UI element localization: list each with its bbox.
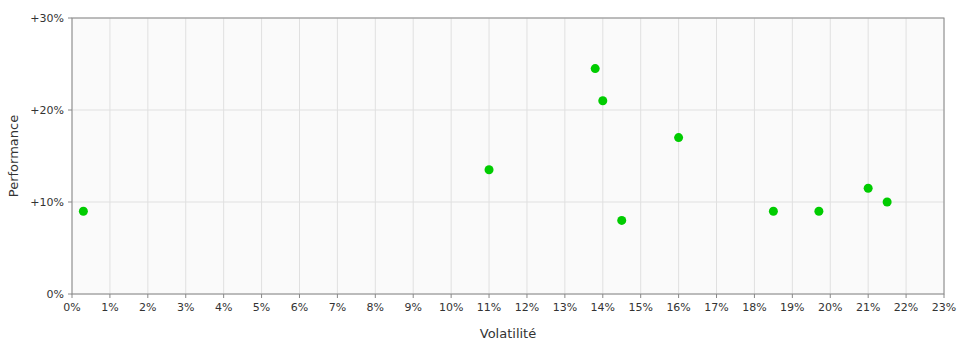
tick-mark-x (299, 294, 300, 298)
tick-label-x: 14% (591, 301, 615, 314)
tick-label-x: 23% (932, 301, 956, 314)
tick-mark-y (68, 202, 72, 203)
tick-mark-x (830, 294, 831, 298)
grid-line-x (185, 18, 186, 294)
tick-label-x: 8% (367, 301, 384, 314)
tick-label-x: 12% (515, 301, 539, 314)
scatter-point (591, 64, 600, 73)
tick-mark-x (564, 294, 565, 298)
grid-line-y (72, 110, 944, 111)
tick-label-y: +10% (30, 196, 64, 209)
grid-line-x (413, 18, 414, 294)
tick-mark-y (68, 110, 72, 111)
plot-background (72, 18, 944, 294)
tick-mark-x (337, 294, 338, 298)
tick-label-x: 13% (553, 301, 577, 314)
tick-label-x: 20% (818, 301, 842, 314)
tick-mark-x (678, 294, 679, 298)
plot-frame (72, 18, 944, 294)
grid-line-x (754, 18, 755, 294)
grid-line-x (792, 18, 793, 294)
grid-line-x (337, 18, 338, 294)
grid-line-x (109, 18, 110, 294)
axes: 0% 1% 2% 3% 4% 5% 6% 7% 8% 9% 10% 11% 12% 13% 14% 15% 16… (30, 12, 956, 314)
grid-line-x (223, 18, 224, 294)
scatter-point (814, 207, 823, 216)
tick-label-x: 7% (329, 301, 346, 314)
tick-label-y: +30% (30, 12, 64, 25)
tick-label-x: 3% (177, 301, 194, 314)
tick-label-x: 2% (139, 301, 156, 314)
tick-label-x: 1% (101, 301, 118, 314)
tick-mark-x (375, 294, 376, 298)
grid-line-x (678, 18, 679, 294)
tick-mark-x (944, 294, 945, 298)
tick-mark-x (413, 294, 414, 298)
tick-label-x: 19% (780, 301, 804, 314)
chart: 0% 1% 2% 3% 4% 5% 6% 7% 8% 9% 10% 11% 12% 13% 14% 15% 16… (0, 0, 966, 350)
tick-label-x: 16% (666, 301, 690, 314)
tick-mark-x (906, 294, 907, 298)
scatter-point (79, 207, 88, 216)
tick-label-y: +20% (30, 104, 64, 117)
tick-label-x: 18% (742, 301, 766, 314)
tick-label-x: 10% (439, 301, 463, 314)
tick-mark-y (68, 294, 72, 295)
tick-mark-x (261, 294, 262, 298)
tick-mark-x (109, 294, 110, 298)
tick-label-y: 0% (47, 288, 64, 301)
scatter-point (617, 216, 626, 225)
grid-line-x (261, 18, 262, 294)
grid-line-x (375, 18, 376, 294)
grid-line-x (299, 18, 300, 294)
tick-mark-x (792, 294, 793, 298)
tick-mark-x (72, 294, 73, 298)
grid-line-x (868, 18, 869, 294)
scatter-point (883, 198, 892, 207)
tick-mark-x (868, 294, 869, 298)
tick-label-x: 22% (894, 301, 918, 314)
tick-label-x: 0% (63, 301, 80, 314)
tick-mark-x (451, 294, 452, 298)
tick-mark-x (489, 294, 490, 298)
tick-mark-x (640, 294, 641, 298)
tick-label-x: 21% (856, 301, 880, 314)
grid-line-x (526, 18, 527, 294)
tick-label-x: 11% (477, 301, 501, 314)
tick-mark-x (185, 294, 186, 298)
tick-label-x: 6% (291, 301, 308, 314)
tick-mark-y (68, 18, 72, 19)
y-axis-label: Performance (6, 115, 21, 197)
tick-mark-x (223, 294, 224, 298)
points (79, 64, 892, 225)
grid-line-x (906, 18, 907, 294)
scatter-point (485, 165, 494, 174)
scatter-point (598, 96, 607, 105)
tick-label-x: 15% (628, 301, 652, 314)
grid-line-y (72, 202, 944, 203)
tick-mark-x (754, 294, 755, 298)
tick-mark-x (526, 294, 527, 298)
tick-label-x: 17% (704, 301, 728, 314)
tick-mark-x (602, 294, 603, 298)
scatter-point (674, 133, 683, 142)
tick-mark-x (716, 294, 717, 298)
grid-line-x (451, 18, 452, 294)
x-axis-label: Volatilité (480, 326, 536, 341)
grid-line-x (564, 18, 565, 294)
grid-line-x (716, 18, 717, 294)
tick-label-x: 4% (215, 301, 232, 314)
scatter-point (864, 184, 873, 193)
grid-line-x (830, 18, 831, 294)
grid-line-x (640, 18, 641, 294)
grid (72, 18, 944, 294)
grid-line-x (602, 18, 603, 294)
tick-label-x: 9% (404, 301, 421, 314)
scatter-point (769, 207, 778, 216)
grid-line-x (489, 18, 490, 294)
tick-label-x: 5% (253, 301, 270, 314)
grid-line-x (147, 18, 148, 294)
tick-mark-x (147, 294, 148, 298)
